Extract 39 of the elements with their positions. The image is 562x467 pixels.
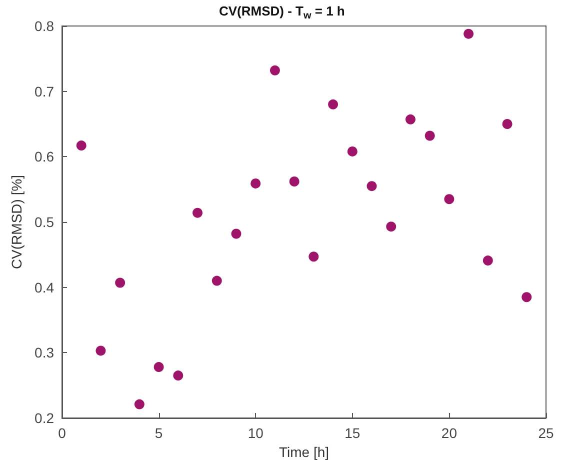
point xyxy=(502,119,512,129)
point xyxy=(424,130,435,141)
point xyxy=(115,278,126,288)
point xyxy=(231,228,242,239)
y-tick-label: 0.7 xyxy=(34,83,54,100)
point xyxy=(154,362,164,372)
x-tick-label: 10 xyxy=(248,425,264,441)
y-tick-label: 0.8 xyxy=(34,18,54,34)
y-axis-title: CV(RMSD) [%] xyxy=(8,174,25,270)
point xyxy=(96,346,106,356)
point xyxy=(212,276,222,286)
point xyxy=(328,99,338,110)
x-tick-label: 25 xyxy=(538,425,554,441)
x-tick-label: 0 xyxy=(58,425,66,441)
point xyxy=(366,181,377,192)
point xyxy=(444,194,454,204)
x-tick-label: 5 xyxy=(154,425,163,441)
x-axis-title: Time [h] xyxy=(278,444,330,460)
point xyxy=(464,28,474,39)
x-tick-label: 15 xyxy=(344,425,360,441)
point xyxy=(386,222,396,232)
y-tick-label: 0.4 xyxy=(34,279,54,296)
point xyxy=(405,114,416,124)
point xyxy=(289,176,300,186)
point xyxy=(482,256,493,266)
point xyxy=(173,370,184,381)
point xyxy=(134,399,144,410)
y-tick-label: 0.5 xyxy=(34,214,54,230)
point xyxy=(308,252,319,262)
y-tick-label: 0.2 xyxy=(34,410,54,426)
point xyxy=(347,146,358,156)
x-tick-label: 20 xyxy=(441,425,458,441)
point xyxy=(76,140,86,151)
point xyxy=(522,292,532,302)
point xyxy=(192,208,203,218)
y-tick-label: 0.3 xyxy=(34,344,54,361)
y-tick-label: 0.6 xyxy=(34,148,54,165)
point xyxy=(250,178,261,188)
point xyxy=(270,65,280,76)
